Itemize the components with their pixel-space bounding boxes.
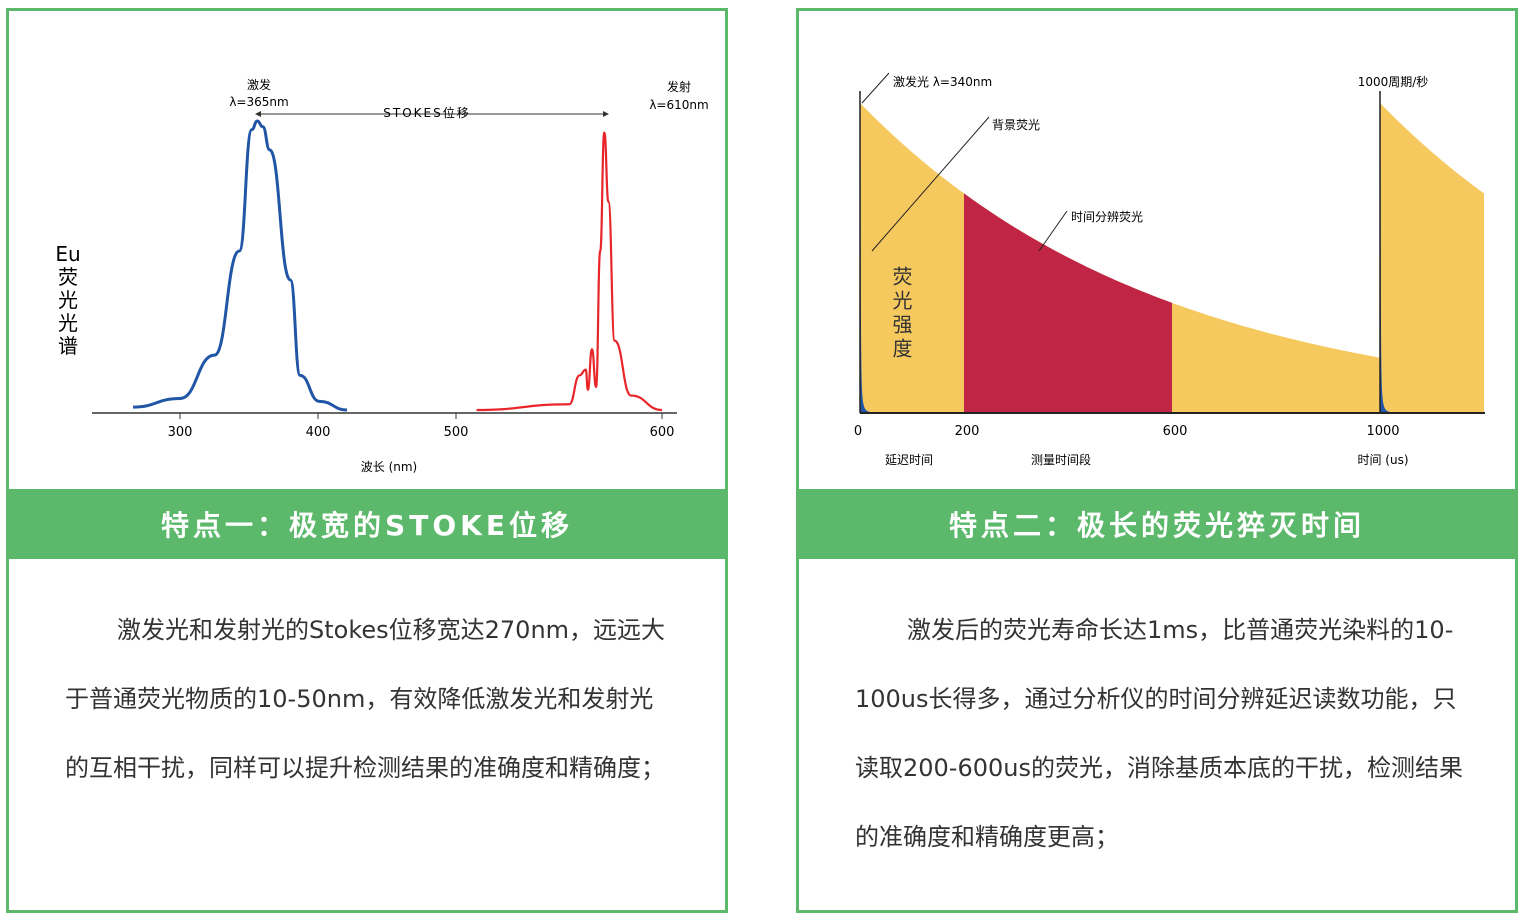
x-tick-label: 200 (955, 424, 980, 439)
stokes-spectrum-chart: 300 400 500 600 激发 λ=365nm 发射 λ=610nm STOKE… (55, 77, 708, 474)
feature-description: 激发光和发射光的Stokes位移宽达270nm，远远大于普通荧光物质的10-50… (65, 616, 666, 782)
excitation-curve (133, 119, 348, 412)
emission-curve (476, 131, 663, 412)
feature-description: 激发后的荧光寿命长达1ms，比普通荧光染料的10-100us长得多，通过分析仪的… (855, 616, 1463, 851)
y-axis-label: 荧光强度 (889, 266, 913, 362)
x-tick-label: 400 (306, 425, 331, 440)
feature-title: 特点二：极长的荧光猝灭时间 (799, 489, 1515, 559)
measure-label: 测量时间段 (1031, 452, 1091, 467)
annotation-leader (871, 116, 990, 252)
x-tick-label: 300 (168, 425, 193, 440)
background-area-next-cycle (1380, 103, 1484, 413)
y-axis-label-char: 荧 (58, 265, 78, 289)
stokes-label: STOKES位移 (383, 105, 470, 120)
measure-window-area (964, 193, 1172, 413)
annotation-leader (861, 72, 890, 104)
x-tick-label: 600 (650, 425, 675, 440)
emit-wavelength: λ=610nm (649, 98, 708, 112)
y-axis-label-char: 光 (58, 288, 78, 312)
annotation-leader (1038, 210, 1068, 252)
x-tick-label: 600 (1163, 424, 1188, 439)
x-tick-label: 500 (444, 425, 469, 440)
y-axis-label-char: Eu (55, 242, 80, 266)
excite-wavelength: λ=365nm (229, 95, 288, 109)
x-tick-label: 0 (854, 424, 862, 439)
emit-label: 发射 (667, 79, 691, 94)
excite-label: 激发 (247, 77, 271, 92)
background-label: 背景荧光 (992, 118, 1040, 132)
feature-title: 特点一：极宽的STOKE位移 (9, 489, 725, 559)
delay-label: 延迟时间 (885, 453, 933, 467)
y-axis-label-char: 谱 (58, 334, 78, 358)
y-axis-label-char: 光 (58, 311, 78, 335)
excite-light-label: 激发光 λ=340nm (893, 74, 992, 89)
x-axis-label: 时间 (us) (1357, 453, 1408, 467)
tr-fluorescence-label: 时间分辨荧光 (1071, 210, 1143, 224)
rate-label: 1000周期/秒 (1358, 75, 1429, 89)
x-tick-label: 1000 (1366, 424, 1399, 439)
time-resolved-chart: 0 200 600 1000 激发光 λ=340nm 1000周期/秒 背景荧光 时间… (854, 72, 1485, 467)
x-axis-label: 波长 (nm) (361, 460, 417, 474)
feature-panel-lifetime: 0 200 600 1000 激发光 λ=340nm 1000周期/秒 背景荧光 时间… (796, 8, 1518, 913)
feature-panel-stokes: 300 400 500 600 激发 λ=365nm 发射 λ=610nm STOKE… (6, 8, 728, 913)
